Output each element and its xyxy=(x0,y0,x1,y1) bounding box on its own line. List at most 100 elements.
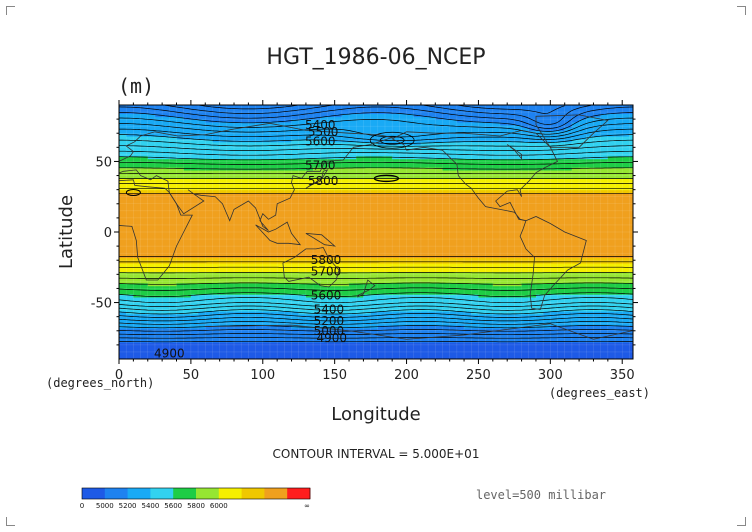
field-cell xyxy=(205,248,214,253)
field-cell xyxy=(485,150,494,154)
field-cell xyxy=(226,342,235,346)
field-cell xyxy=(305,209,314,213)
field-cell xyxy=(370,124,379,129)
field-cell xyxy=(327,251,336,256)
field-cell xyxy=(270,220,278,225)
field-cell xyxy=(435,203,444,208)
field-cell xyxy=(471,333,480,337)
field-cell xyxy=(500,155,508,160)
field-cell xyxy=(190,105,199,109)
field-cell xyxy=(341,232,350,236)
field-cell xyxy=(413,288,422,292)
field-cell xyxy=(507,121,515,126)
field-cell xyxy=(313,291,321,295)
field-cell xyxy=(140,257,149,261)
field-cell xyxy=(262,215,271,219)
field-cell xyxy=(241,110,249,114)
field-cell xyxy=(226,147,235,151)
field-cell xyxy=(363,291,372,295)
field-cell xyxy=(262,333,271,337)
field-cell xyxy=(492,172,501,177)
field-cell xyxy=(500,248,508,253)
field-cell xyxy=(241,336,249,340)
field-cell xyxy=(456,158,465,162)
field-cell xyxy=(183,282,192,287)
field-cell xyxy=(370,271,379,275)
field-cell xyxy=(305,296,314,301)
field-cell xyxy=(277,155,285,160)
field-cell xyxy=(399,192,408,196)
field-cell xyxy=(449,342,458,346)
field-cell xyxy=(399,130,408,134)
field-cell xyxy=(334,116,343,120)
field-cell xyxy=(442,240,451,244)
field-cell xyxy=(169,325,178,329)
field-cell xyxy=(241,147,249,151)
field-cell xyxy=(190,274,199,278)
field-cell xyxy=(413,105,422,109)
field-cell xyxy=(241,353,249,357)
field-cell xyxy=(464,294,472,298)
field-cell xyxy=(420,164,429,168)
field-cell xyxy=(514,274,523,278)
field-cell xyxy=(413,234,422,239)
field-cell xyxy=(356,282,364,287)
field-cell xyxy=(478,150,487,154)
field-cell xyxy=(478,178,487,182)
field-cell xyxy=(255,141,264,146)
field-cell xyxy=(183,285,192,289)
field-cell xyxy=(356,305,364,309)
field-cell xyxy=(162,302,170,306)
field-cell xyxy=(226,155,235,160)
field-cell xyxy=(471,201,480,205)
field-cell xyxy=(471,105,480,109)
field-cell xyxy=(298,243,307,247)
field-cell xyxy=(291,277,300,281)
field-cell xyxy=(262,195,271,199)
field-cell xyxy=(356,150,364,154)
field-cell xyxy=(413,271,422,275)
field-cell xyxy=(464,251,472,256)
field-cell xyxy=(377,229,386,233)
field-cell xyxy=(255,206,264,210)
field-cell xyxy=(190,234,199,239)
field-cell xyxy=(449,291,458,295)
field-cell xyxy=(298,189,307,194)
field-cell xyxy=(291,232,300,236)
field-cell xyxy=(327,223,336,227)
field-cell xyxy=(198,234,206,239)
field-cell xyxy=(327,141,336,146)
field-cell xyxy=(133,296,142,301)
field-cell xyxy=(435,150,444,154)
field-cell xyxy=(464,144,472,148)
field-cell xyxy=(198,277,206,281)
field-cell xyxy=(370,316,379,321)
field-cell xyxy=(435,113,444,117)
field-cell xyxy=(190,271,199,275)
field-cell xyxy=(162,150,170,154)
field-cell xyxy=(277,201,285,205)
field-cell xyxy=(169,243,178,247)
field-cell xyxy=(464,119,472,123)
field-cell xyxy=(420,105,429,109)
field-cell xyxy=(255,192,264,196)
field-cell xyxy=(147,299,156,304)
field-cell xyxy=(176,201,185,205)
field-cell xyxy=(420,350,429,354)
field-cell xyxy=(277,119,285,123)
field-cell xyxy=(291,107,300,112)
field-cell xyxy=(471,206,480,210)
field-cell xyxy=(176,313,185,318)
field-cell xyxy=(363,167,372,171)
field-cell xyxy=(377,153,386,157)
field-cell xyxy=(169,158,178,162)
field-cell xyxy=(327,150,336,154)
field-cell xyxy=(341,206,350,210)
field-cell xyxy=(399,350,408,354)
field-cell xyxy=(270,322,278,326)
field-cell xyxy=(198,271,206,275)
field-cell xyxy=(399,212,408,216)
field-cell xyxy=(277,215,285,219)
field-cell xyxy=(198,251,206,256)
field-cell xyxy=(356,313,364,318)
